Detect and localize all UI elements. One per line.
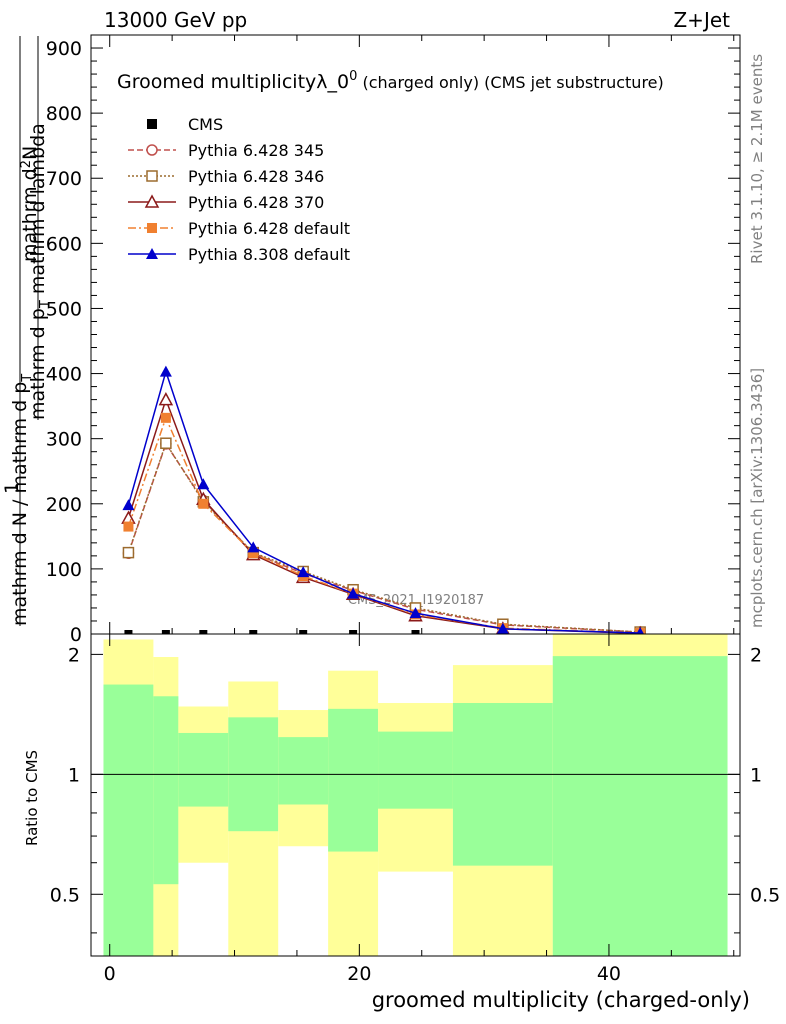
y-tick-label-3: 300 [46,429,82,451]
data-point-4-1 [160,412,171,423]
y-label-top-numerator: mathrm d2N [19,146,41,262]
ratio-tick-label-right-2: 2 [750,644,762,666]
ratio-band-green-2 [178,732,229,807]
y-tick-label-2: 200 [46,494,82,516]
y-tick-label-1: 100 [46,559,82,581]
y-axis-label: mathrm d N / mathrm d pT 1 mathrm d pT m… [1,36,53,626]
ratio-band-green-8 [552,656,728,956]
data-point-0-2 [199,630,208,634]
series-group [121,365,646,634]
ratio-band-green-6 [378,731,453,809]
rivet-version-label: Rivet 3.1.10, ≥ 2.1M events [748,54,766,264]
plot-title: Groomed multiplicityλ_00 (charged only) … [117,69,664,93]
legend-label-3: Pythia 6.428 370 [188,193,324,212]
data-point-5-4 [297,566,310,578]
ratio-tick-label-left-0: 0.5 [50,884,80,906]
data-point-0-4 [299,630,308,634]
ratio-band-green-1 [153,696,179,885]
data-point-5-0 [122,499,135,511]
data-point-2-1 [160,437,172,449]
data-point-5-2 [197,478,210,490]
data-point-5-3 [247,541,260,553]
legend-marker-0 [147,119,157,129]
ratio-band-green-4 [278,737,329,805]
x-axis-label: groomed multiplicity (charged-only) [372,988,750,1012]
y-tick-label-4: 400 [46,364,82,386]
ratio-tick-label-left-2: 2 [68,644,80,666]
data-point-0-5 [349,630,358,634]
data-point-0-1 [161,630,170,634]
y-tick-label-8: 800 [46,103,82,125]
legend-label-0: CMS [188,115,223,134]
data-point-4-3 [248,548,259,559]
y-tick-label-5: 500 [46,298,82,320]
data-point-2-0 [122,546,135,559]
ratio-band-green-5 [328,708,379,852]
y-tick-label-7: 700 [46,168,82,190]
y-tick-label-0: 0 [70,624,82,646]
data-point-0-6 [411,630,420,634]
data-point-4-2 [198,498,209,509]
header-left: 13000 GeV pp [104,8,247,32]
legend-label-2: Pythia 6.428 346 [188,167,324,186]
legend-marker-1 [146,144,158,156]
ratio-tick-label-right-0: 0.5 [750,884,780,906]
x-tick-label-0: 0 [104,963,116,985]
data-point-5-5 [347,587,360,599]
legend-label-4: Pythia 6.428 default [188,219,350,238]
legend-marker-5 [146,248,158,259]
series-line-4 [127,415,641,634]
ratio-bands [103,634,728,956]
ratio-band-green-7 [452,703,553,866]
legend-label-1: Pythia 6.428 345 [188,141,324,160]
header-right: Z+Jet [673,8,730,32]
x-tick-label-1: 20 [347,963,371,985]
legend-marker-4 [147,223,157,233]
data-point-5-1 [159,365,172,377]
data-point-0-3 [249,630,258,634]
data-point-4-0 [123,521,134,532]
ratio-plot-frame [90,633,741,957]
data-point-0-0 [124,630,133,634]
y-label-bottom-numerator: 1 [1,482,23,494]
ratio-tick-label-right-1: 1 [750,764,762,786]
ratio-y-label: Ratio to CMS [23,750,41,846]
data-point-5-8 [636,627,644,634]
data-point-5-7 [496,622,509,634]
ratio-band-green-0 [103,684,154,956]
data-point-3-1 [158,392,174,406]
mcplots-label: mcplots.cern.ch [arXiv:1306.3436] [748,368,766,628]
legend-marker-2 [146,170,158,182]
ratio-tick-label-left-1: 1 [68,764,80,786]
legend: CMS Pythia 6.428 345 Pythia 6.428 346 Pythi… [128,115,350,264]
y-tick-label-9: 900 [46,38,82,60]
legend-marker-3 [144,194,160,208]
data-point-3-0 [121,510,136,524]
x-tick-label-2: 40 [597,963,621,985]
data-point-5-6 [409,607,422,619]
legend-label-5: Pythia 8.308 default [188,245,350,264]
y-tick-label-6: 600 [46,233,82,255]
